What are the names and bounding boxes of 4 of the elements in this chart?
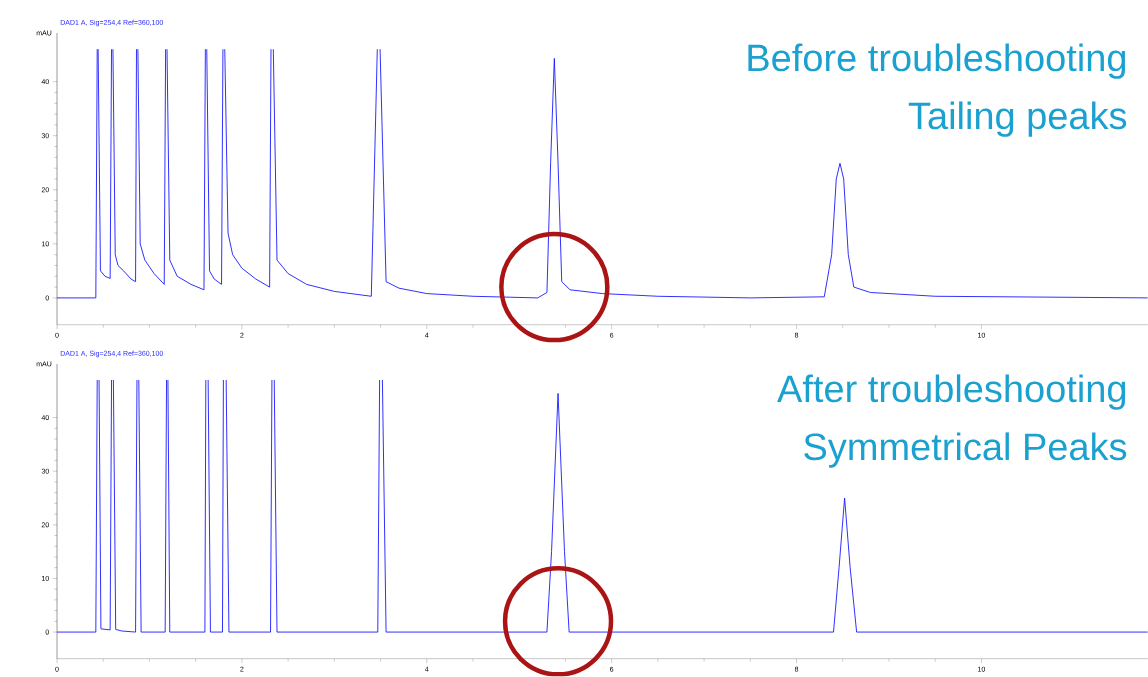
chart-title: After troubleshooting — [777, 374, 1126, 411]
text: Tailing peaks — [908, 101, 1127, 138]
text: Symmetrical Peaks — [804, 432, 1127, 468]
chart-title: Before troubleshooting — [748, 43, 1126, 80]
